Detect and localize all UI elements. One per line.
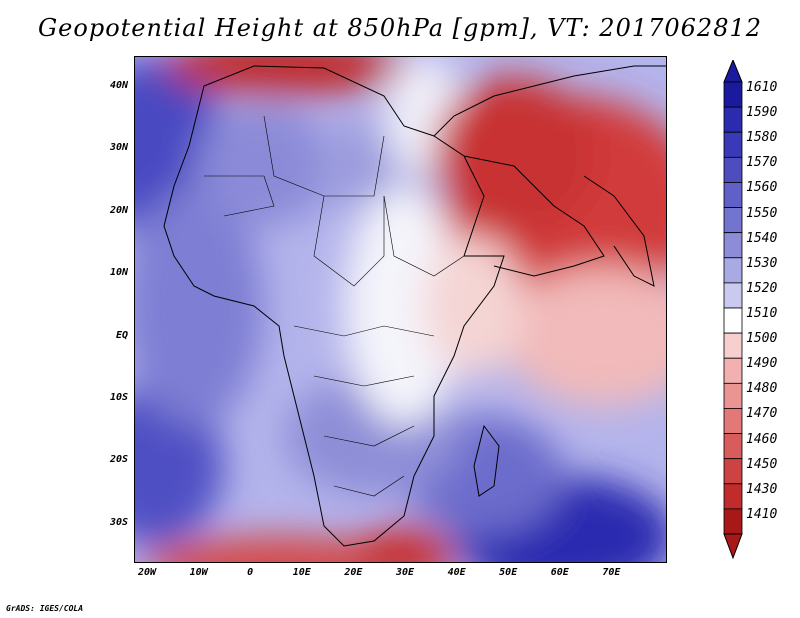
x-tick-label: 70E <box>602 567 621 578</box>
colorbar-label: 1560 <box>746 180 778 196</box>
x-tick-label: 20W <box>137 567 157 578</box>
colorbar-cell <box>723 257 743 284</box>
y-tick-label: 10N <box>109 267 128 279</box>
map-title: Geopotential Height at 850hPa [gpm], VT:… <box>38 14 762 42</box>
x-tick-label: 10E <box>292 567 311 578</box>
colorbar-label: 1460 <box>746 431 778 447</box>
geopotential-map <box>134 56 667 563</box>
colorbar-label: 1580 <box>746 130 778 146</box>
colorbar-cell <box>723 207 743 234</box>
colorbar <box>723 60 743 560</box>
y-tick-label: 10S <box>109 392 128 403</box>
colorbar-cell <box>723 182 743 208</box>
y-tick-label: EQ <box>115 329 128 341</box>
colorbar-cell <box>723 282 743 309</box>
colorbar-cell <box>723 307 743 334</box>
y-tick-label: 40N <box>109 80 128 91</box>
colorbar-top-arrow <box>723 60 743 83</box>
credit-text: GrADS: IGES/COLA <box>6 604 84 613</box>
colorbar-label: 1430 <box>746 481 778 497</box>
colorbar-cell <box>723 458 743 485</box>
colorbar-label: 1540 <box>746 230 778 246</box>
y-tick-label: 30N <box>109 142 128 154</box>
colorbar-bottom-arrow <box>723 533 743 560</box>
y-tick-label: 20N <box>109 204 128 216</box>
colorbar-label: 1520 <box>746 280 778 296</box>
colorbar-label: 1450 <box>746 456 778 472</box>
colorbar-label: 1500 <box>746 331 778 347</box>
colorbar-cell <box>723 332 743 359</box>
field-shading <box>134 56 667 563</box>
y-tick-label: 30S <box>109 516 128 528</box>
colorbar-label: 1610 <box>746 80 778 95</box>
colorbar-cell <box>723 357 743 384</box>
colorbar-cell <box>723 483 743 510</box>
colorbar-label: 1470 <box>746 406 778 422</box>
map-frame <box>134 56 667 563</box>
colorbar-label: 1530 <box>746 255 778 271</box>
colorbar-cell <box>723 433 743 460</box>
colorbar-label: 1410 <box>746 506 778 522</box>
x-tick-label: 50E <box>499 567 518 578</box>
country-borders <box>204 115 465 497</box>
colorbar-cell <box>723 81 743 108</box>
colorbar-label: 1490 <box>746 356 778 372</box>
x-tick-label: 20E <box>344 567 363 578</box>
colorbar-cell <box>723 156 743 183</box>
colorbar-cell <box>723 106 743 133</box>
colorbar-label: 1510 <box>746 306 778 321</box>
x-tick-label: 60E <box>550 567 569 578</box>
colorbar-cell <box>723 382 743 409</box>
x-tick-label: 0 <box>247 567 254 578</box>
colorbar-label: 1480 <box>746 381 778 397</box>
colorbar-label: 1590 <box>746 105 778 121</box>
colorbar-cell <box>723 232 743 259</box>
colorbar-cell <box>723 131 743 158</box>
x-tick-label: 30E <box>395 567 415 578</box>
x-tick-label: 40E <box>447 567 466 578</box>
coastlines <box>163 65 667 547</box>
colorbar-label: 1550 <box>746 205 778 221</box>
colorbar-cell <box>723 408 743 434</box>
colorbar-label: 1570 <box>746 155 778 171</box>
colorbar-cell <box>723 508 743 535</box>
y-tick-label: 20S <box>109 454 128 466</box>
x-tick-label: 10W <box>189 567 208 578</box>
